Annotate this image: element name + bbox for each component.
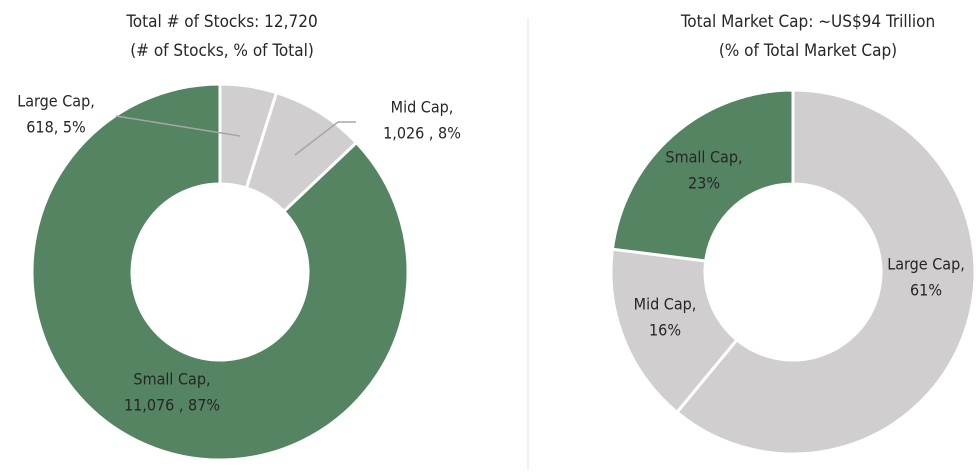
data-label-category: Large Cap,	[887, 255, 965, 274]
data-label-category: Mid Cap,	[634, 295, 697, 314]
data-label-value: 23%	[688, 174, 720, 193]
data-label-category: Mid Cap,	[391, 98, 454, 117]
leader-line	[115, 115, 241, 137]
data-label-value: 16%	[649, 321, 681, 340]
data-label-category: Large Cap,	[17, 92, 95, 111]
chart-title: Total Market Cap: ~US$94 Trillion	[680, 12, 935, 32]
donut-slice	[610, 88, 795, 263]
data-label-value: 1,026 , 8%	[383, 124, 461, 143]
chart-subtitle: (# of Stocks, % of Total)	[130, 41, 314, 61]
data-label-category: Small Cap,	[665, 148, 742, 167]
data-label-value: 11,076 , 87%	[124, 396, 220, 415]
donut-slice	[609, 247, 740, 415]
donut-slice	[30, 82, 410, 462]
data-label-value: 618, 5%	[26, 118, 85, 137]
leader-line	[294, 121, 339, 156]
chart-subtitle: (% of Total Market Cap)	[719, 41, 897, 61]
donut-slice	[674, 88, 976, 456]
chart-title: Total # of Stocks: 12,720	[125, 12, 317, 32]
data-label-value: 61%	[910, 281, 942, 300]
data-label-category: Small Cap,	[133, 370, 210, 389]
